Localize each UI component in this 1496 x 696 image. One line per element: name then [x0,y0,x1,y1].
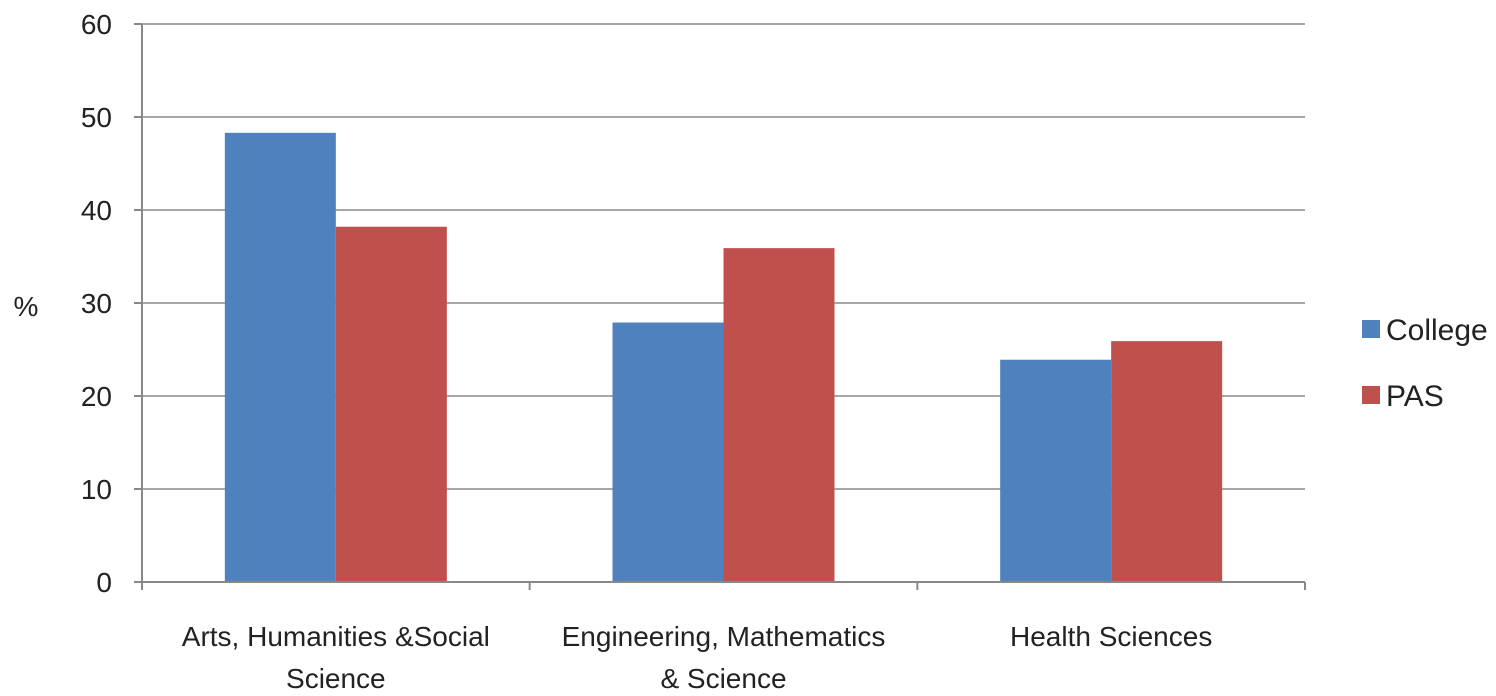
y-tick-label: 20 [81,381,112,412]
x-category-label: Engineering, Mathematics [562,621,886,652]
y-tick-label: 50 [81,102,112,133]
x-category-label: Science [286,663,386,694]
bar-college-0 [224,132,336,582]
bar-college-1 [612,322,724,582]
x-axis-labels: Arts, Humanities &Social Science Engineeri… [141,582,1306,694]
y-tick-label: 10 [81,474,112,505]
legend-swatch-pas [1362,386,1380,404]
bar-pas-1 [723,248,835,582]
y-axis-title: % [14,291,39,322]
y-tick-label: 40 [81,195,112,226]
legend-label-college: College [1386,314,1488,347]
bar-pas-0 [335,226,447,583]
legend: College PAS [1362,314,1488,413]
x-category-label: & Science [660,663,786,694]
y-tick-label: 0 [96,567,112,598]
x-category-label: Health Sciences [1010,621,1212,652]
y-tick-label: 30 [81,288,112,319]
x-category-label: Arts, Humanities &Social [182,621,490,652]
bars [224,132,1223,583]
y-tick-label: 60 [81,9,112,40]
legend-swatch-college [1362,320,1380,338]
bar-college-2 [1000,359,1112,582]
y-axis-ticks: 0 10 20 30 40 50 60 [81,9,142,598]
legend-label-pas: PAS [1386,380,1444,413]
bar-pas-2 [1111,341,1223,582]
